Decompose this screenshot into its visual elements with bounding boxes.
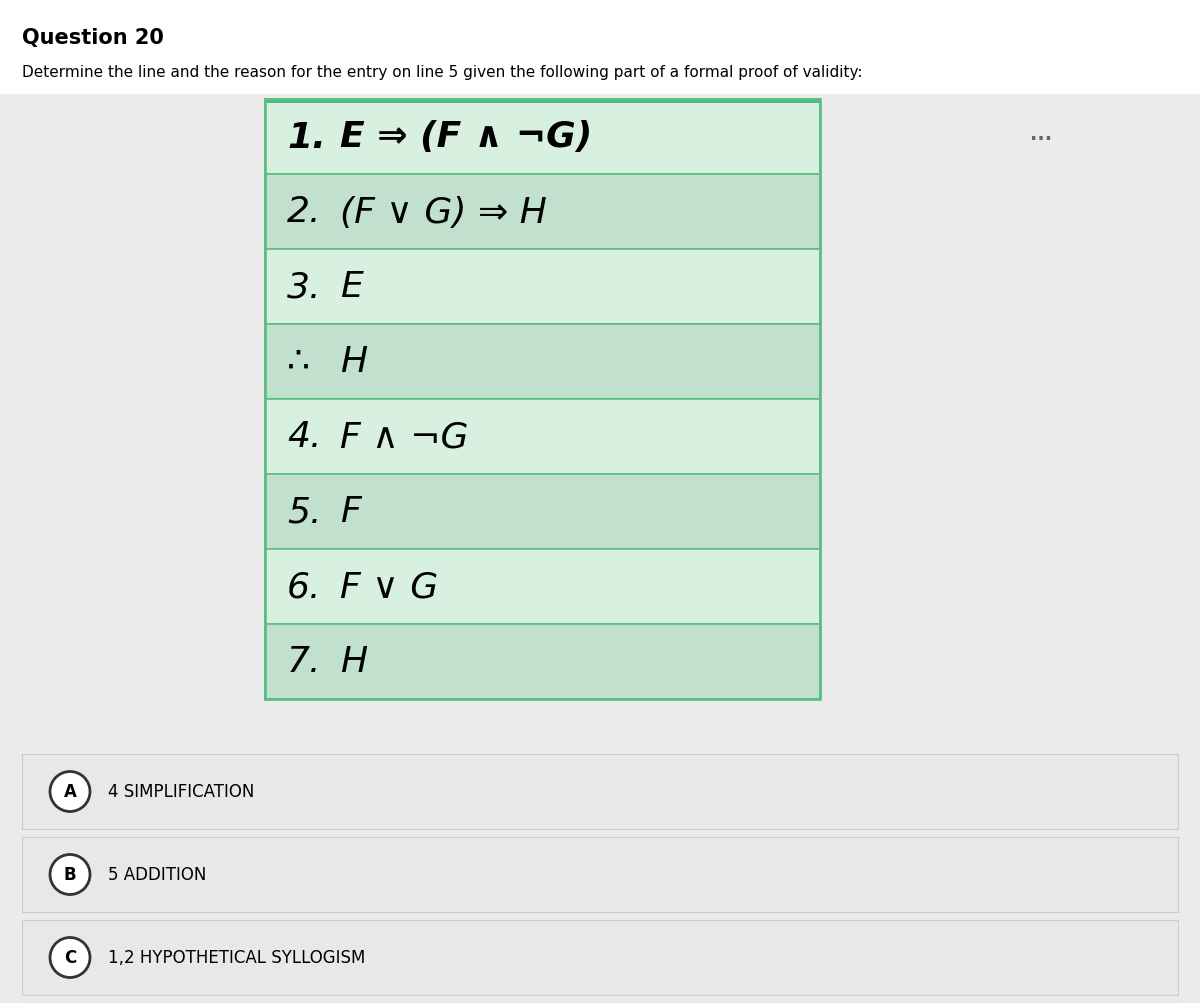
Text: 4.: 4. <box>287 420 322 454</box>
FancyBboxPatch shape <box>0 95 1200 1003</box>
FancyBboxPatch shape <box>265 175 820 250</box>
Text: F: F <box>340 495 361 529</box>
FancyBboxPatch shape <box>265 250 820 325</box>
Text: F ∧ ¬G: F ∧ ¬G <box>340 420 468 454</box>
FancyBboxPatch shape <box>265 399 820 474</box>
Text: F ∨ G: F ∨ G <box>340 570 438 604</box>
FancyBboxPatch shape <box>22 754 1178 829</box>
Text: 7.: 7. <box>287 645 322 679</box>
Circle shape <box>50 771 90 811</box>
Text: 5.: 5. <box>287 495 322 529</box>
Circle shape <box>50 855 90 895</box>
FancyBboxPatch shape <box>265 550 820 625</box>
Text: 5 ADDITION: 5 ADDITION <box>108 866 206 884</box>
Text: 3.: 3. <box>287 270 322 304</box>
Text: B: B <box>64 866 77 884</box>
FancyBboxPatch shape <box>265 100 820 104</box>
Text: Question 20: Question 20 <box>22 28 164 48</box>
FancyBboxPatch shape <box>22 838 1178 912</box>
FancyBboxPatch shape <box>265 100 820 175</box>
Text: 6.: 6. <box>287 570 322 604</box>
FancyBboxPatch shape <box>265 474 820 550</box>
Text: H: H <box>340 345 367 379</box>
Text: ∴: ∴ <box>287 345 322 379</box>
Text: E ⇒ (F ∧ ¬G): E ⇒ (F ∧ ¬G) <box>340 120 593 154</box>
Text: Determine the line and the reason for the entry on line 5 given the following pa: Determine the line and the reason for th… <box>22 64 863 79</box>
Text: (F ∨ G) ⇒ H: (F ∨ G) ⇒ H <box>340 196 547 230</box>
FancyBboxPatch shape <box>0 0 1200 95</box>
Text: 4 SIMPLIFICATION: 4 SIMPLIFICATION <box>108 782 254 800</box>
FancyBboxPatch shape <box>22 920 1178 995</box>
Circle shape <box>50 938 90 978</box>
Text: 1,2 HYPOTHETICAL SYLLOGISM: 1,2 HYPOTHETICAL SYLLOGISM <box>108 949 365 967</box>
Text: H: H <box>340 645 367 679</box>
Text: ...: ... <box>1030 125 1052 144</box>
Text: E: E <box>340 270 362 304</box>
Text: C: C <box>64 949 76 967</box>
Text: A: A <box>64 782 77 800</box>
Text: 2.: 2. <box>287 196 322 230</box>
FancyBboxPatch shape <box>265 325 820 399</box>
Text: 1.: 1. <box>287 120 326 154</box>
FancyBboxPatch shape <box>265 625 820 699</box>
